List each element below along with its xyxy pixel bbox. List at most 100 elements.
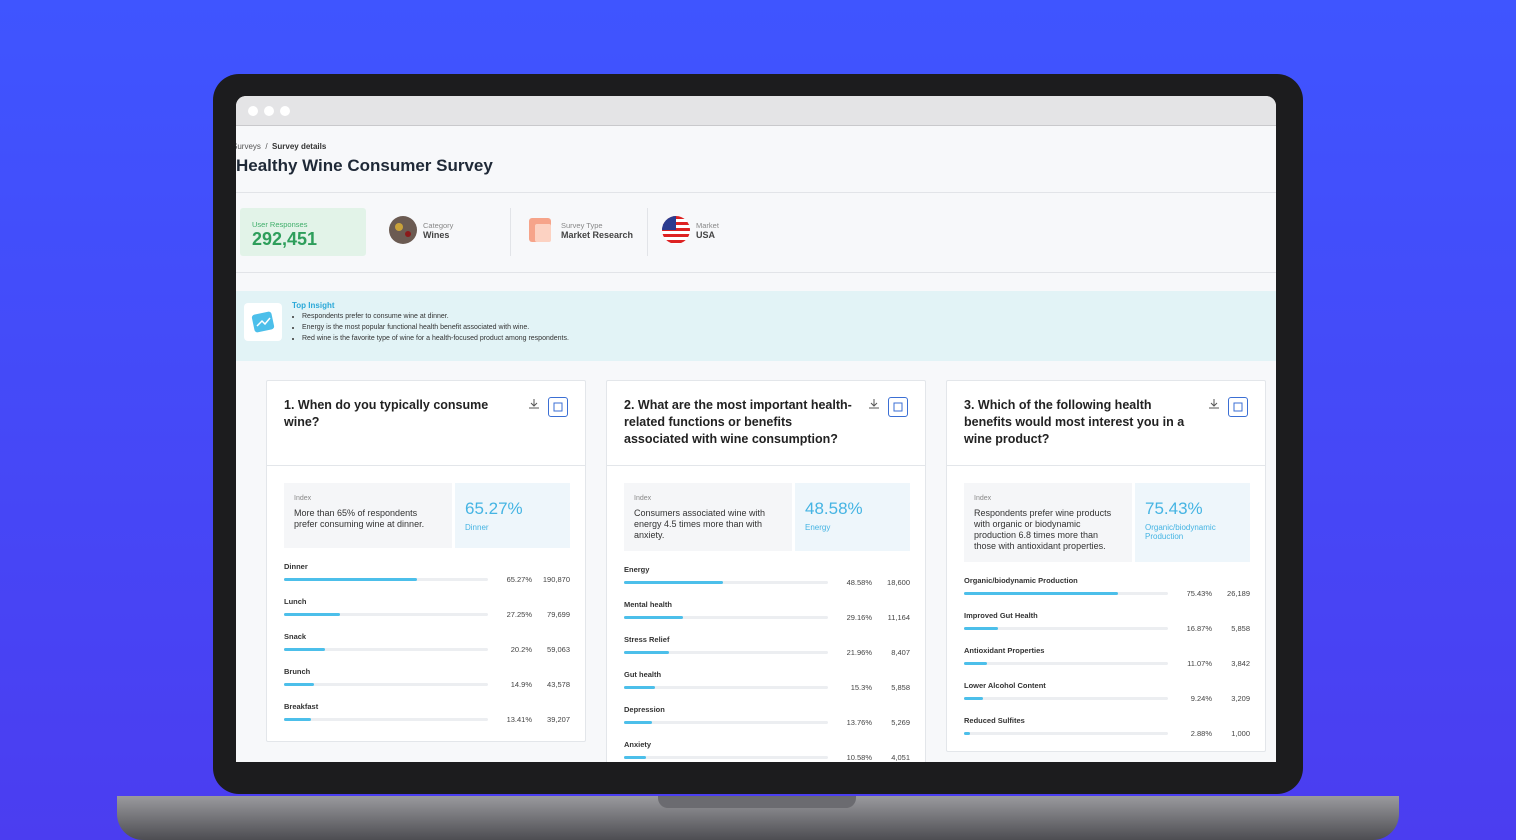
option-percent: 20.2% [510, 645, 532, 654]
bar-track [964, 732, 1168, 735]
option-row: Brunch 14.9% 43,578 [267, 667, 585, 689]
bar [624, 581, 724, 584]
highlight-box: 75.43% Organic/biodynamic Production [1135, 483, 1250, 562]
stat-label: Market [696, 220, 719, 230]
chart-button[interactable] [1228, 397, 1248, 417]
bar [624, 721, 653, 724]
laptop-notch [658, 796, 856, 808]
option-label: Depression [624, 705, 665, 714]
index-label: Index [294, 495, 312, 502]
index-label: Index [974, 495, 992, 502]
option-bar-row: 13.76% 5,269 [624, 718, 910, 727]
option-percent: 21.96% [846, 648, 872, 657]
option-row: Lunch 27.25% 79,699 [267, 597, 585, 619]
option-label: Dinner [284, 562, 308, 571]
option-percent: 13.41% [506, 715, 532, 724]
highlight-value: 65.27% [465, 499, 523, 518]
bar [284, 613, 340, 616]
insight-banner: Top Insight Respondents prefer to consum… [236, 291, 1276, 361]
option-count: 5,269 [891, 718, 910, 727]
index-box: Index Respondents prefer wine products wi… [964, 483, 1250, 562]
insight-point: Red wine is the favorite type of wine fo… [302, 333, 569, 344]
option-label: Mental health [624, 600, 672, 609]
highlight-value: 75.43% [1145, 499, 1203, 518]
option-bar-row: 10.58% 4,051 [624, 753, 910, 762]
option-label: Gut health [624, 670, 662, 679]
option-label: Lower Alcohol Content [964, 681, 1046, 690]
bar-track [284, 613, 488, 616]
bar-track [284, 578, 488, 581]
option-count: 39,207 [547, 715, 570, 724]
breadcrumb-link[interactable]: Surveys [236, 142, 261, 151]
option-label: Improved Gut Health [964, 611, 1038, 620]
option-percent: 14.9% [510, 680, 532, 689]
card-header: 3. Which of the following health benefit… [947, 381, 1265, 466]
question-card: 3. Which of the following health benefit… [946, 380, 1266, 752]
stat: Category Wines [389, 216, 453, 244]
card-header: 2. What are the most important health-re… [607, 381, 925, 466]
highlight-value: 48.58% [805, 499, 863, 518]
option-label: Antioxidant Properties [964, 646, 1045, 655]
option-percent: 75.43% [1186, 589, 1212, 598]
option-percent: 11.07% [1187, 659, 1212, 668]
bar [284, 683, 315, 686]
stat-value: Wines [423, 229, 450, 240]
option-count: 11,164 [887, 613, 910, 622]
option-row: Depression 13.76% 5,269 [607, 705, 925, 727]
bar-track [624, 581, 828, 584]
screen: Surveys / Survey details Healthy Wine Co… [236, 96, 1276, 762]
question-title: 1. When do you typically consume wine? [284, 398, 489, 429]
option-bar-row: 16.87% 5,858 [964, 624, 1250, 633]
option-label: Snack [284, 632, 307, 641]
flag-icon [662, 216, 690, 244]
option-label: Breakfast [284, 702, 319, 711]
option-count: 5,858 [891, 683, 910, 692]
option-row: Snack 20.2% 59,063 [267, 632, 585, 654]
bar [964, 697, 983, 700]
option-percent: 10.58% [846, 753, 872, 762]
highlight-label: Dinner [465, 523, 489, 532]
option-bar-row: 21.96% 8,407 [624, 648, 910, 657]
option-row: Reduced Sulfites 2.88% 1,000 [947, 716, 1265, 738]
bar [964, 592, 1118, 595]
option-count: 3,209 [1231, 694, 1250, 703]
bar-track [284, 718, 488, 721]
option-label: Anxiety [624, 740, 652, 749]
option-bar-row: 15.3% 5,858 [624, 683, 910, 692]
bar-track [624, 756, 828, 759]
bar [624, 651, 669, 654]
stat-value: USA [696, 229, 716, 240]
card-actions [1208, 397, 1248, 451]
option-count: 4,051 [891, 753, 910, 762]
category-icon [389, 216, 417, 244]
card-header: 1. When do you typically consume wine? [267, 381, 585, 466]
bar-track [624, 651, 828, 654]
option-row: Energy 48.58% 18,600 [607, 565, 925, 587]
option-bar-row: 11.07% 3,842 [964, 659, 1250, 668]
index-text: Respondents prefer wine products with or… [974, 508, 1112, 551]
option-count: 8,407 [891, 648, 910, 657]
responses-label: User Responses [252, 220, 308, 229]
option-percent: 13.76% [846, 718, 872, 727]
bar [284, 718, 312, 721]
survey-type-icon [529, 218, 551, 242]
bar-track [284, 648, 488, 651]
stat-value: Market Research [561, 229, 634, 240]
download-button[interactable] [868, 397, 880, 416]
option-row: Anxiety 10.58% 4,051 [607, 740, 925, 762]
window-dot [280, 106, 290, 116]
download-button[interactable] [1208, 397, 1220, 416]
option-percent: 48.58% [846, 578, 872, 587]
chart-button[interactable] [548, 397, 568, 417]
index-box: Index Consumers associated wine with ener… [624, 483, 910, 551]
download-button[interactable] [528, 397, 540, 416]
chart-button[interactable] [888, 397, 908, 417]
option-percent: 16.87% [1186, 624, 1212, 633]
breadcrumb-current: Survey details [272, 142, 327, 151]
responses-value: 292,451 [252, 229, 318, 249]
bar [624, 686, 656, 689]
option-count: 190,870 [542, 575, 570, 584]
stat: Market USA [662, 216, 719, 244]
option-count: 18,600 [887, 578, 910, 587]
divider [510, 208, 511, 256]
